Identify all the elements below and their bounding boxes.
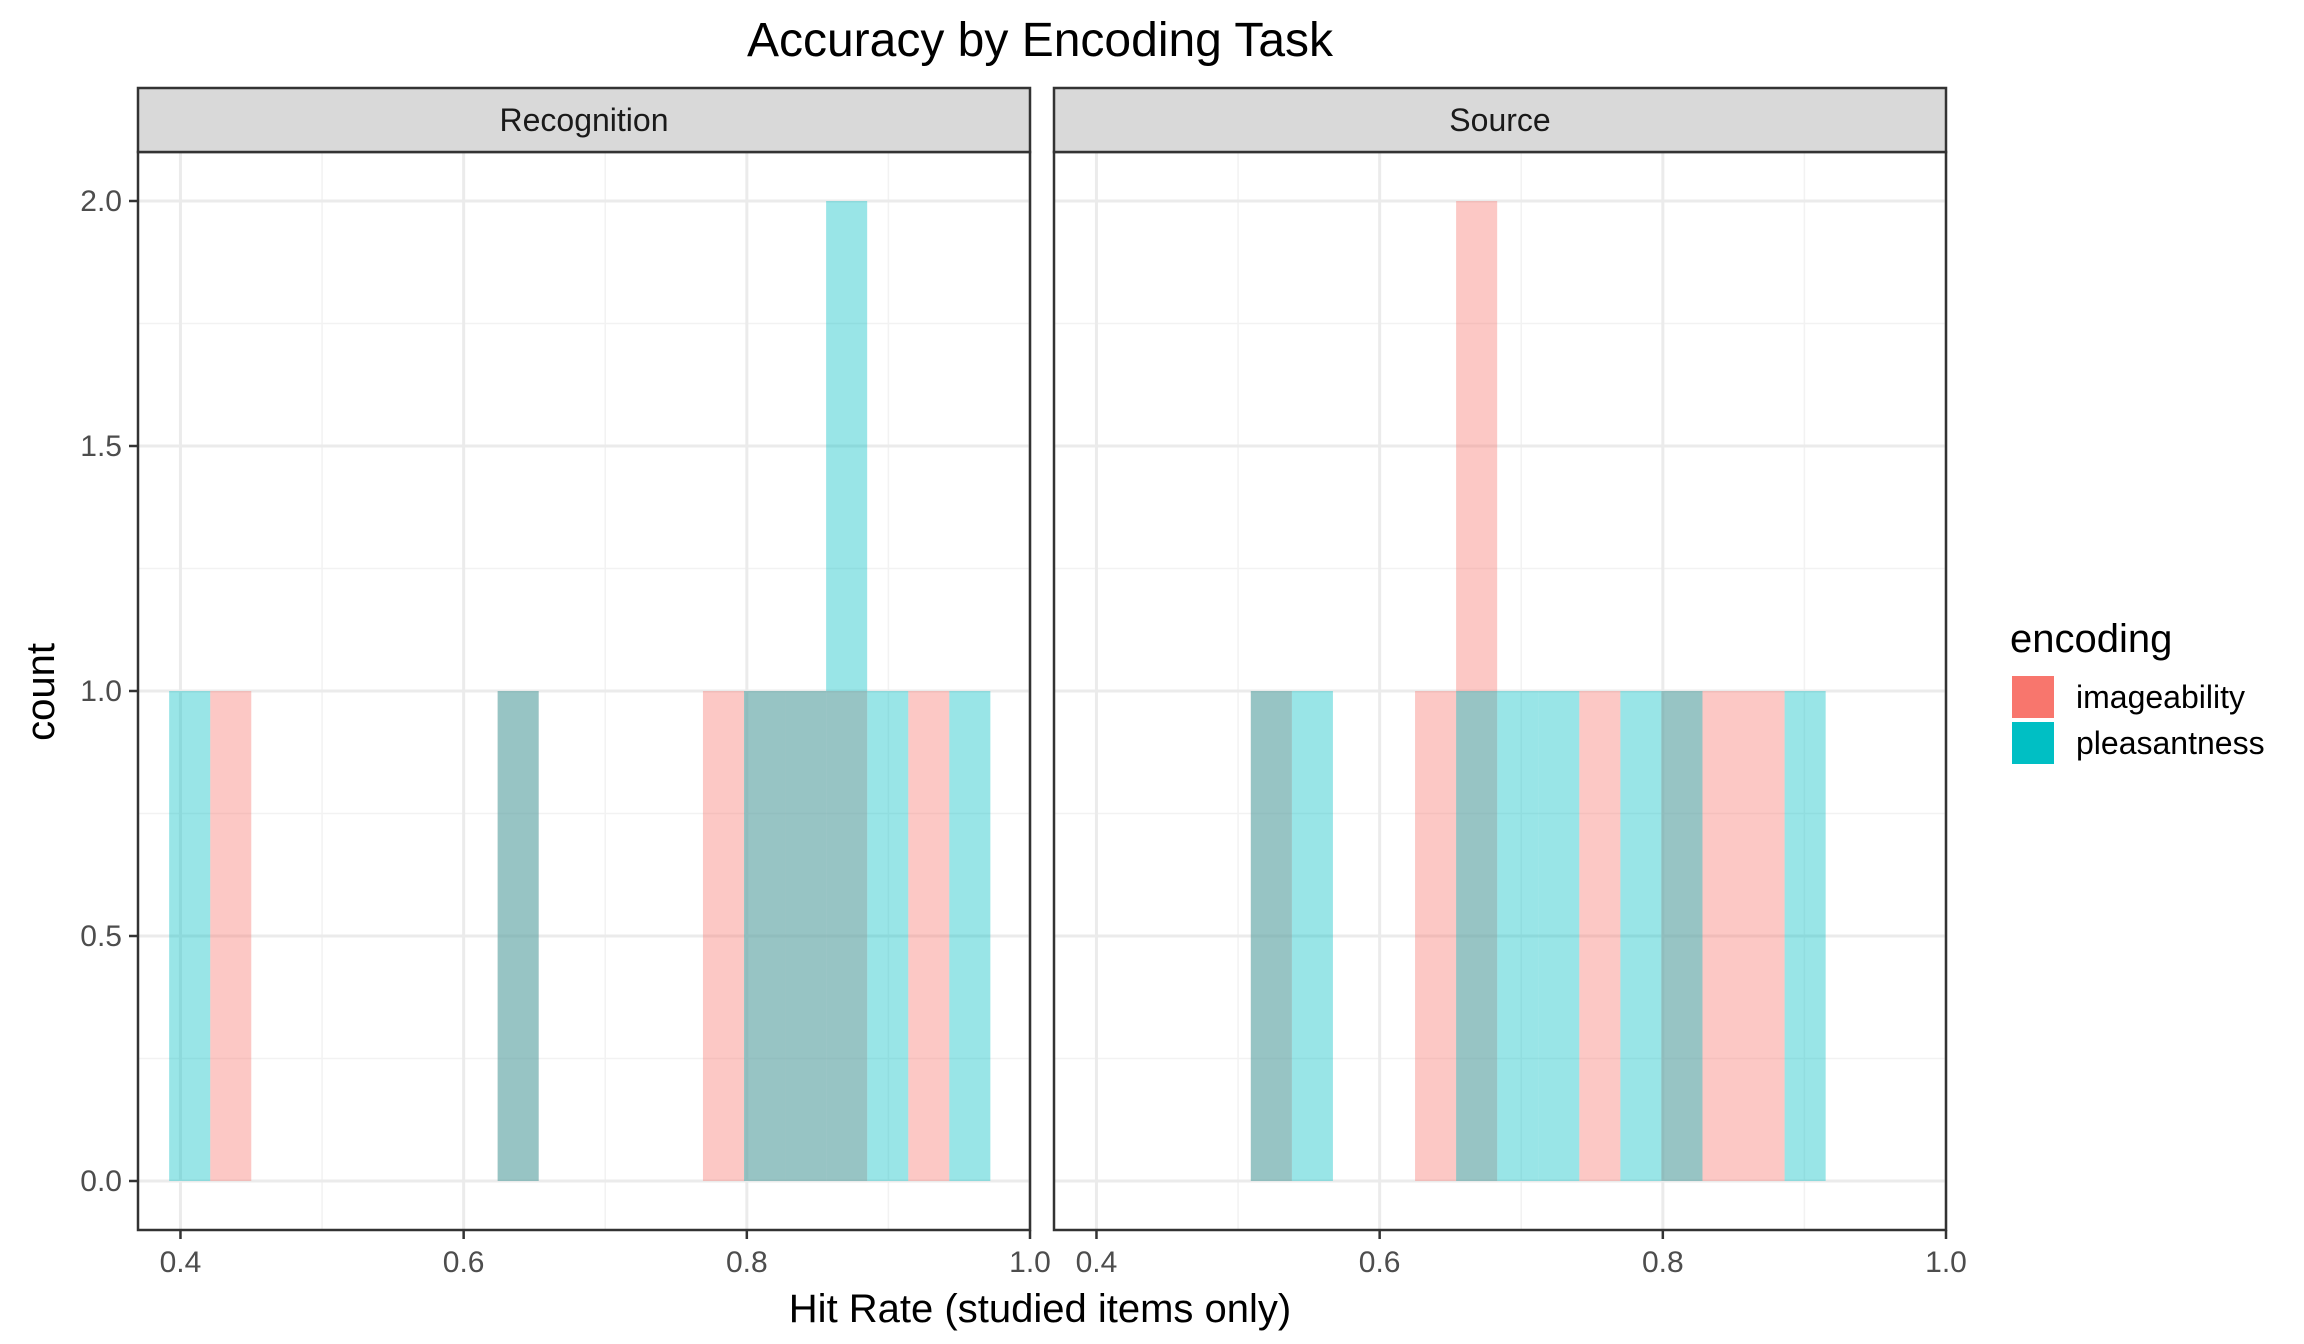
- histogram-bar-imageability: [1743, 691, 1785, 1181]
- facet-strip: [136, 86, 1032, 154]
- x-tick-label: 0.6: [1359, 1246, 1401, 1279]
- x-tick-label: 1.0: [1009, 1246, 1051, 1279]
- chart-title: Accuracy by Encoding Task: [747, 14, 1334, 67]
- histogram-bar-imageability: [702, 691, 744, 1181]
- histogram-bar-pleasantness: [1497, 691, 1539, 1181]
- histogram-bar-pleasantness: [826, 201, 868, 1181]
- y-tick-label: 1.0: [80, 675, 122, 708]
- histogram-bar-pleasantness: [1620, 691, 1662, 1181]
- legend-key-pleasantness: [2012, 722, 2054, 764]
- histogram-bar-pleasantness: [1538, 691, 1580, 1181]
- histogram-bar-pleasantness: [949, 691, 991, 1181]
- facet-strip-label: Source: [1449, 102, 1550, 138]
- x-tick-label: 1.0: [1925, 1246, 1967, 1279]
- y-tick-label: 0.0: [80, 1165, 122, 1198]
- histogram-bar-pleasantness: [1661, 691, 1703, 1181]
- histogram-bar-imageability: [1415, 691, 1457, 1181]
- histogram-bar-pleasantness: [1250, 691, 1292, 1181]
- x-tick-label: 0.6: [443, 1246, 485, 1279]
- histogram-bar-imageability: [1579, 691, 1621, 1181]
- histogram-bar-imageability: [785, 691, 827, 1181]
- x-tick-label: 0.4: [1076, 1246, 1118, 1279]
- histogram-bar-imageability: [1250, 691, 1292, 1181]
- y-tick-label: 1.5: [80, 430, 122, 463]
- histogram-bar-pleasantness: [1456, 691, 1498, 1181]
- histogram-bar-imageability: [1702, 691, 1744, 1181]
- x-tick-label: 0.8: [726, 1246, 768, 1279]
- y-axis: 0.0 0.5 1.0 1.5 2.0: [80, 185, 138, 1198]
- y-tick-label: 0.5: [80, 920, 122, 953]
- series-pleasantness: [169, 201, 991, 1181]
- legend-label-pleasantness: pleasantness: [2076, 725, 2265, 761]
- facet-panel-source: Source 0.4 0.6 0.8 1.0: [1052, 86, 1967, 1279]
- histogram-bar-imageability: [826, 691, 868, 1181]
- y-axis-title: count: [19, 643, 63, 741]
- histogram-bar-imageability: [1661, 691, 1703, 1181]
- series-pleasantness: [1250, 691, 1826, 1181]
- facet-panel-recognition: Recognition 0.4 0.6 0.8 1.0: [136, 86, 1051, 1279]
- legend-key-imageability: [2012, 676, 2054, 718]
- x-tick-label: 0.4: [160, 1246, 202, 1279]
- legend: encoding imageability pleasantness: [2010, 617, 2265, 764]
- series-imageability: [1250, 201, 1785, 1181]
- histogram-bar-pleasantness: [1784, 691, 1826, 1181]
- series-imageability: [210, 691, 950, 1181]
- x-axis-title: Hit Rate (studied items only): [789, 1287, 1291, 1331]
- facet-strip: [1052, 86, 1948, 154]
- facet-strip-label: Recognition: [500, 102, 669, 138]
- histogram-bar-pleasantness: [785, 691, 827, 1181]
- legend-title: encoding: [2010, 617, 2172, 661]
- legend-label-imageability: imageability: [2076, 679, 2245, 715]
- histogram-bar-pleasantness: [1291, 691, 1333, 1181]
- y-tick-label: 2.0: [80, 185, 122, 218]
- histogram-bar-imageability: [210, 691, 252, 1181]
- histogram-bar-pleasantness: [867, 691, 909, 1181]
- histogram-bar-imageability: [497, 691, 539, 1181]
- histogram-bar-pleasantness: [169, 691, 211, 1181]
- histogram-bar-imageability: [1456, 201, 1498, 1181]
- histogram-bar-imageability: [908, 691, 950, 1181]
- facet-panels: Recognition 0.4 0.6 0.8 1.0 Source 0.4 0.6 0.8 1.…: [136, 86, 1967, 1279]
- histogram-bar-pleasantness: [497, 691, 539, 1181]
- x-tick-label: 0.8: [1642, 1246, 1684, 1279]
- histogram-bar-imageability: [743, 691, 786, 1181]
- histogram-bar-pleasantness: [743, 691, 786, 1181]
